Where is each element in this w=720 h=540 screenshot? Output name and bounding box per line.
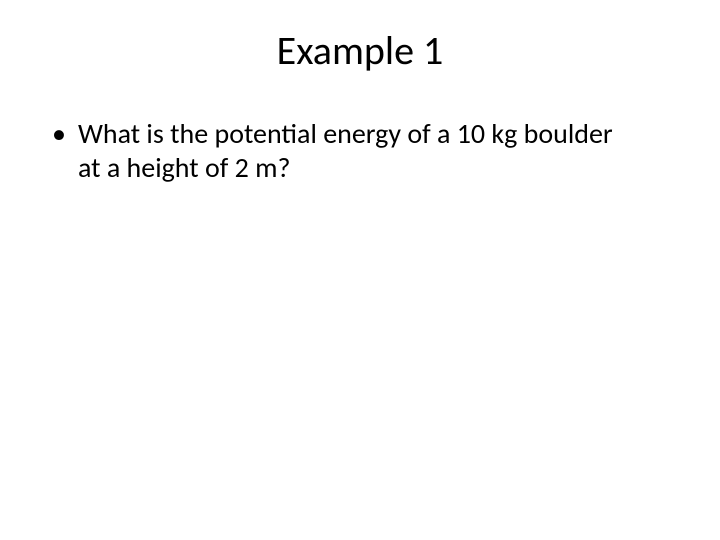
slide-title: Example 1 <box>40 26 680 75</box>
bullet-marker: • <box>52 117 66 151</box>
slide-content: • What is the potential energy of a 10 k… <box>40 117 680 184</box>
bullet-text: What is the potential energy of a 10 kg … <box>78 117 638 184</box>
slide-container: Example 1 • What is the potential energy… <box>0 0 720 540</box>
bullet-item: • What is the potential energy of a 10 k… <box>52 117 680 184</box>
